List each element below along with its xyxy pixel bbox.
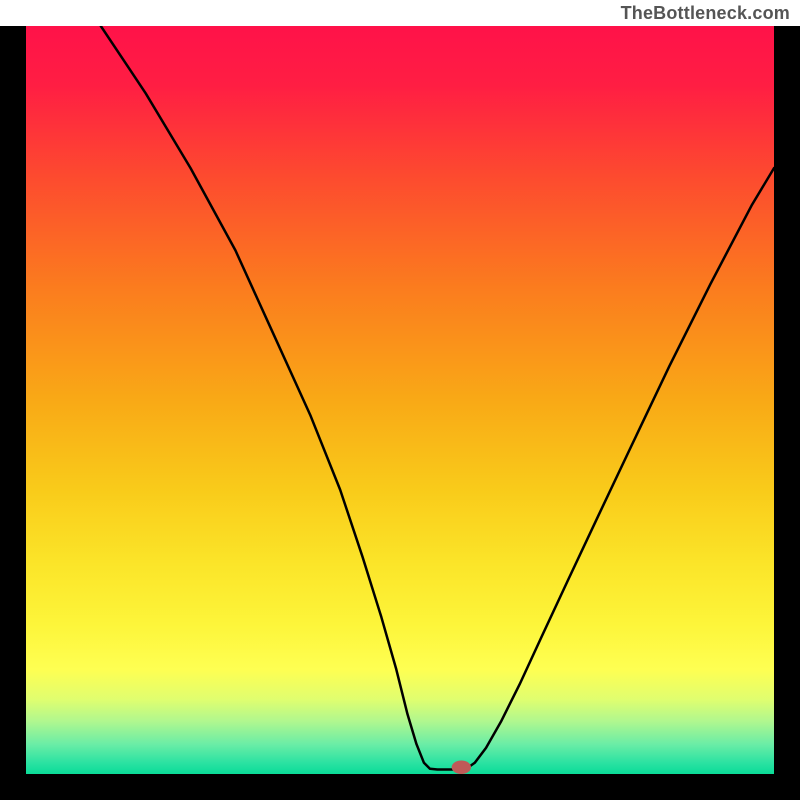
- site-title: TheBottleneck.com: [621, 3, 790, 24]
- outer-frame: TheBottleneck.com: [0, 0, 800, 800]
- header-bar: TheBottleneck.com: [0, 0, 800, 26]
- optimal-point-marker: [452, 761, 471, 774]
- bottleneck-curve-chart: [26, 26, 774, 774]
- gradient-background: [26, 26, 774, 774]
- plot-area: [26, 26, 774, 774]
